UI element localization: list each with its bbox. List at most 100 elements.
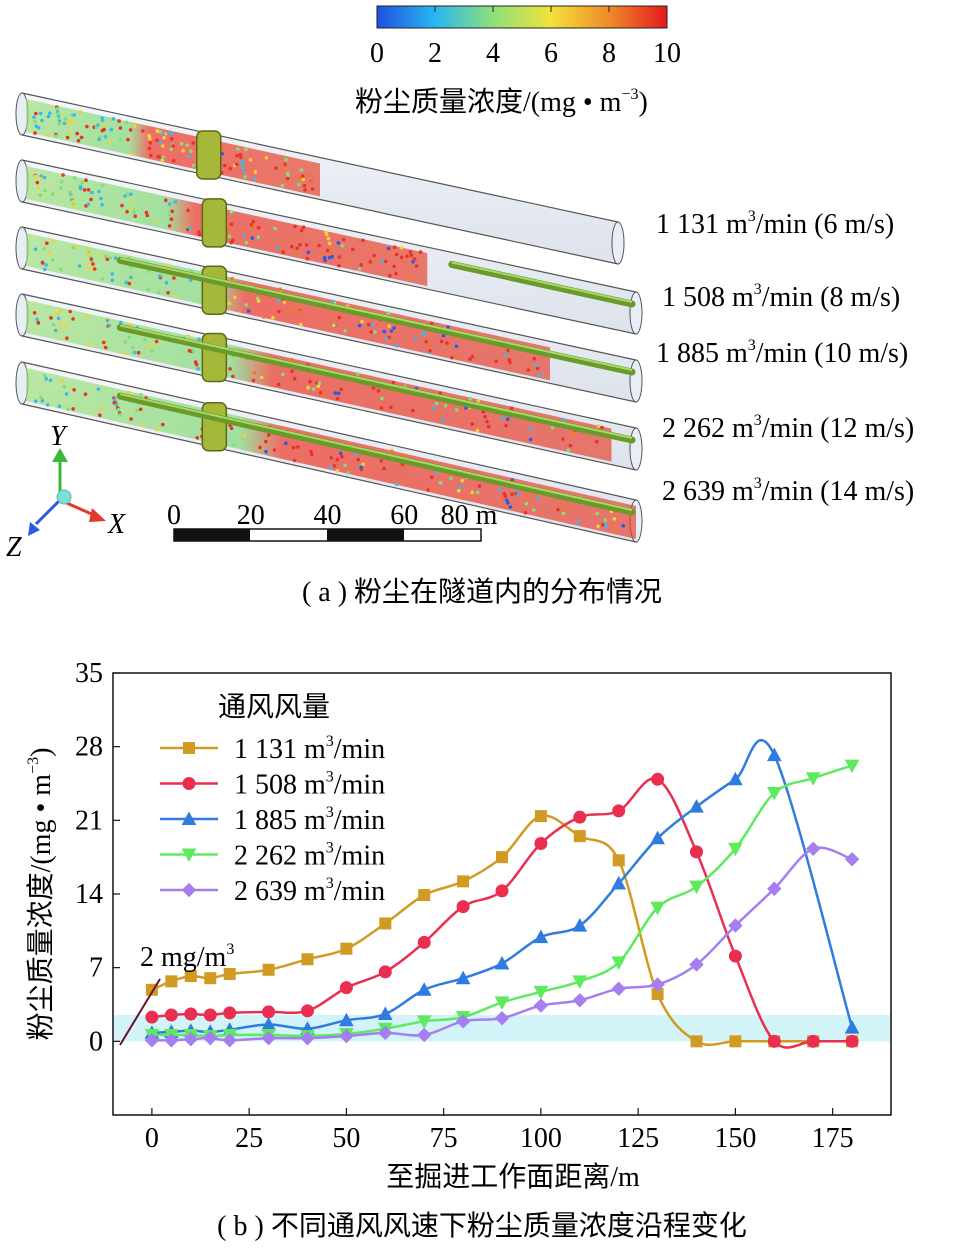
dust-particle [156,290,161,295]
dust-particle [340,454,344,459]
dust-particle [437,410,442,415]
data-point [261,1030,276,1046]
dust-particle [191,163,196,168]
legend-item: 1 131 m3/min [160,733,385,765]
dust-particle [38,193,42,197]
dust-particle [100,277,105,281]
dust-particle [139,393,143,397]
dust-particle [141,423,145,428]
dust-particle [485,419,489,424]
dust-particle [293,224,297,229]
tunnel [15,293,643,471]
dust-particle [318,391,323,395]
dust-particle [43,267,47,272]
dust-particle [276,382,281,387]
data-point [494,1010,510,1026]
dust-particle [284,441,288,446]
dust-particle [228,367,232,371]
dust-particle [325,248,330,253]
data-point [533,929,549,944]
dust-particle [401,453,405,457]
dust-particle [331,299,335,304]
dust-particle [56,316,61,321]
ventilation-duct [448,260,636,308]
dust-particle [310,187,315,191]
dust-particle [382,329,387,334]
dust-particle [296,445,300,449]
data-point [184,1007,198,1021]
dust-particle [85,260,90,265]
dust-particle [526,368,531,372]
dust-particle [85,124,89,129]
dust-particle [468,357,472,361]
dust-particle [392,264,396,269]
dust-particle [160,158,165,163]
dust-particle [400,245,404,250]
axes-triad: Y X Z [6,421,126,563]
x-axis-label: X [107,509,126,540]
dust-particle [356,372,360,376]
data-point [181,848,197,863]
data-point [340,942,353,955]
dust-particle [504,353,508,358]
dust-particle [341,237,346,242]
y-tick-label: 28 [75,732,103,763]
dust-particle [368,260,373,264]
dust-particle [382,466,386,471]
dust-particle [87,343,91,348]
dust-particle [460,478,465,483]
data-point [301,1004,314,1018]
dust-particle [242,233,247,238]
dust-particle [155,128,159,133]
dust-particle [223,163,227,168]
dust-particle [277,309,281,314]
data-point [766,786,782,801]
dust-particle [191,349,196,353]
dust-particle [155,138,159,143]
data-point [612,804,626,818]
panel-b: 0 25 50 75 100 125 150 175 0 7 14 21 28 35 通风风量 1 131… [25,658,892,1242]
dust-particle [326,236,331,241]
data-point [417,935,431,949]
dust-particle [141,129,145,133]
dust-particle [32,311,37,315]
scale-bar-tick-label: 60 [390,500,418,531]
data-point [611,981,626,996]
dust-particle [404,260,408,265]
dust-particle [361,238,365,243]
colorbar-tick-label: 10 [653,38,681,69]
dust-particle [158,141,162,145]
dust-particle [413,337,418,342]
dust-particle [240,161,244,166]
tunnel-face [629,427,643,471]
dust-particle [468,396,473,401]
dust-particle [281,164,285,169]
dust-particle [450,355,454,360]
dust-particle [197,232,202,237]
dust-particle [167,212,172,217]
dust-particle [62,384,67,389]
data-point [145,983,158,996]
dust-particle [443,403,448,408]
dust-particle [508,360,512,365]
dust-particle [164,198,168,203]
data-point [611,956,627,970]
dust-particle [156,154,161,159]
dust-particle [103,254,108,259]
dust-particle [65,336,69,341]
dust-particle [381,259,385,264]
dust-particle [127,335,131,340]
dust-particle [441,333,446,338]
dust-particle [534,363,539,368]
dust-particle [576,520,580,525]
dust-particle [330,251,335,255]
dust-particle [360,319,364,324]
dust-particle [550,425,555,430]
data-point [418,889,431,902]
dust-particle [55,107,59,111]
dust-particle [596,524,600,529]
dust-particle [286,238,290,242]
dust-particle [281,250,286,254]
dust-particle [144,210,149,215]
dust-particle [435,471,439,475]
